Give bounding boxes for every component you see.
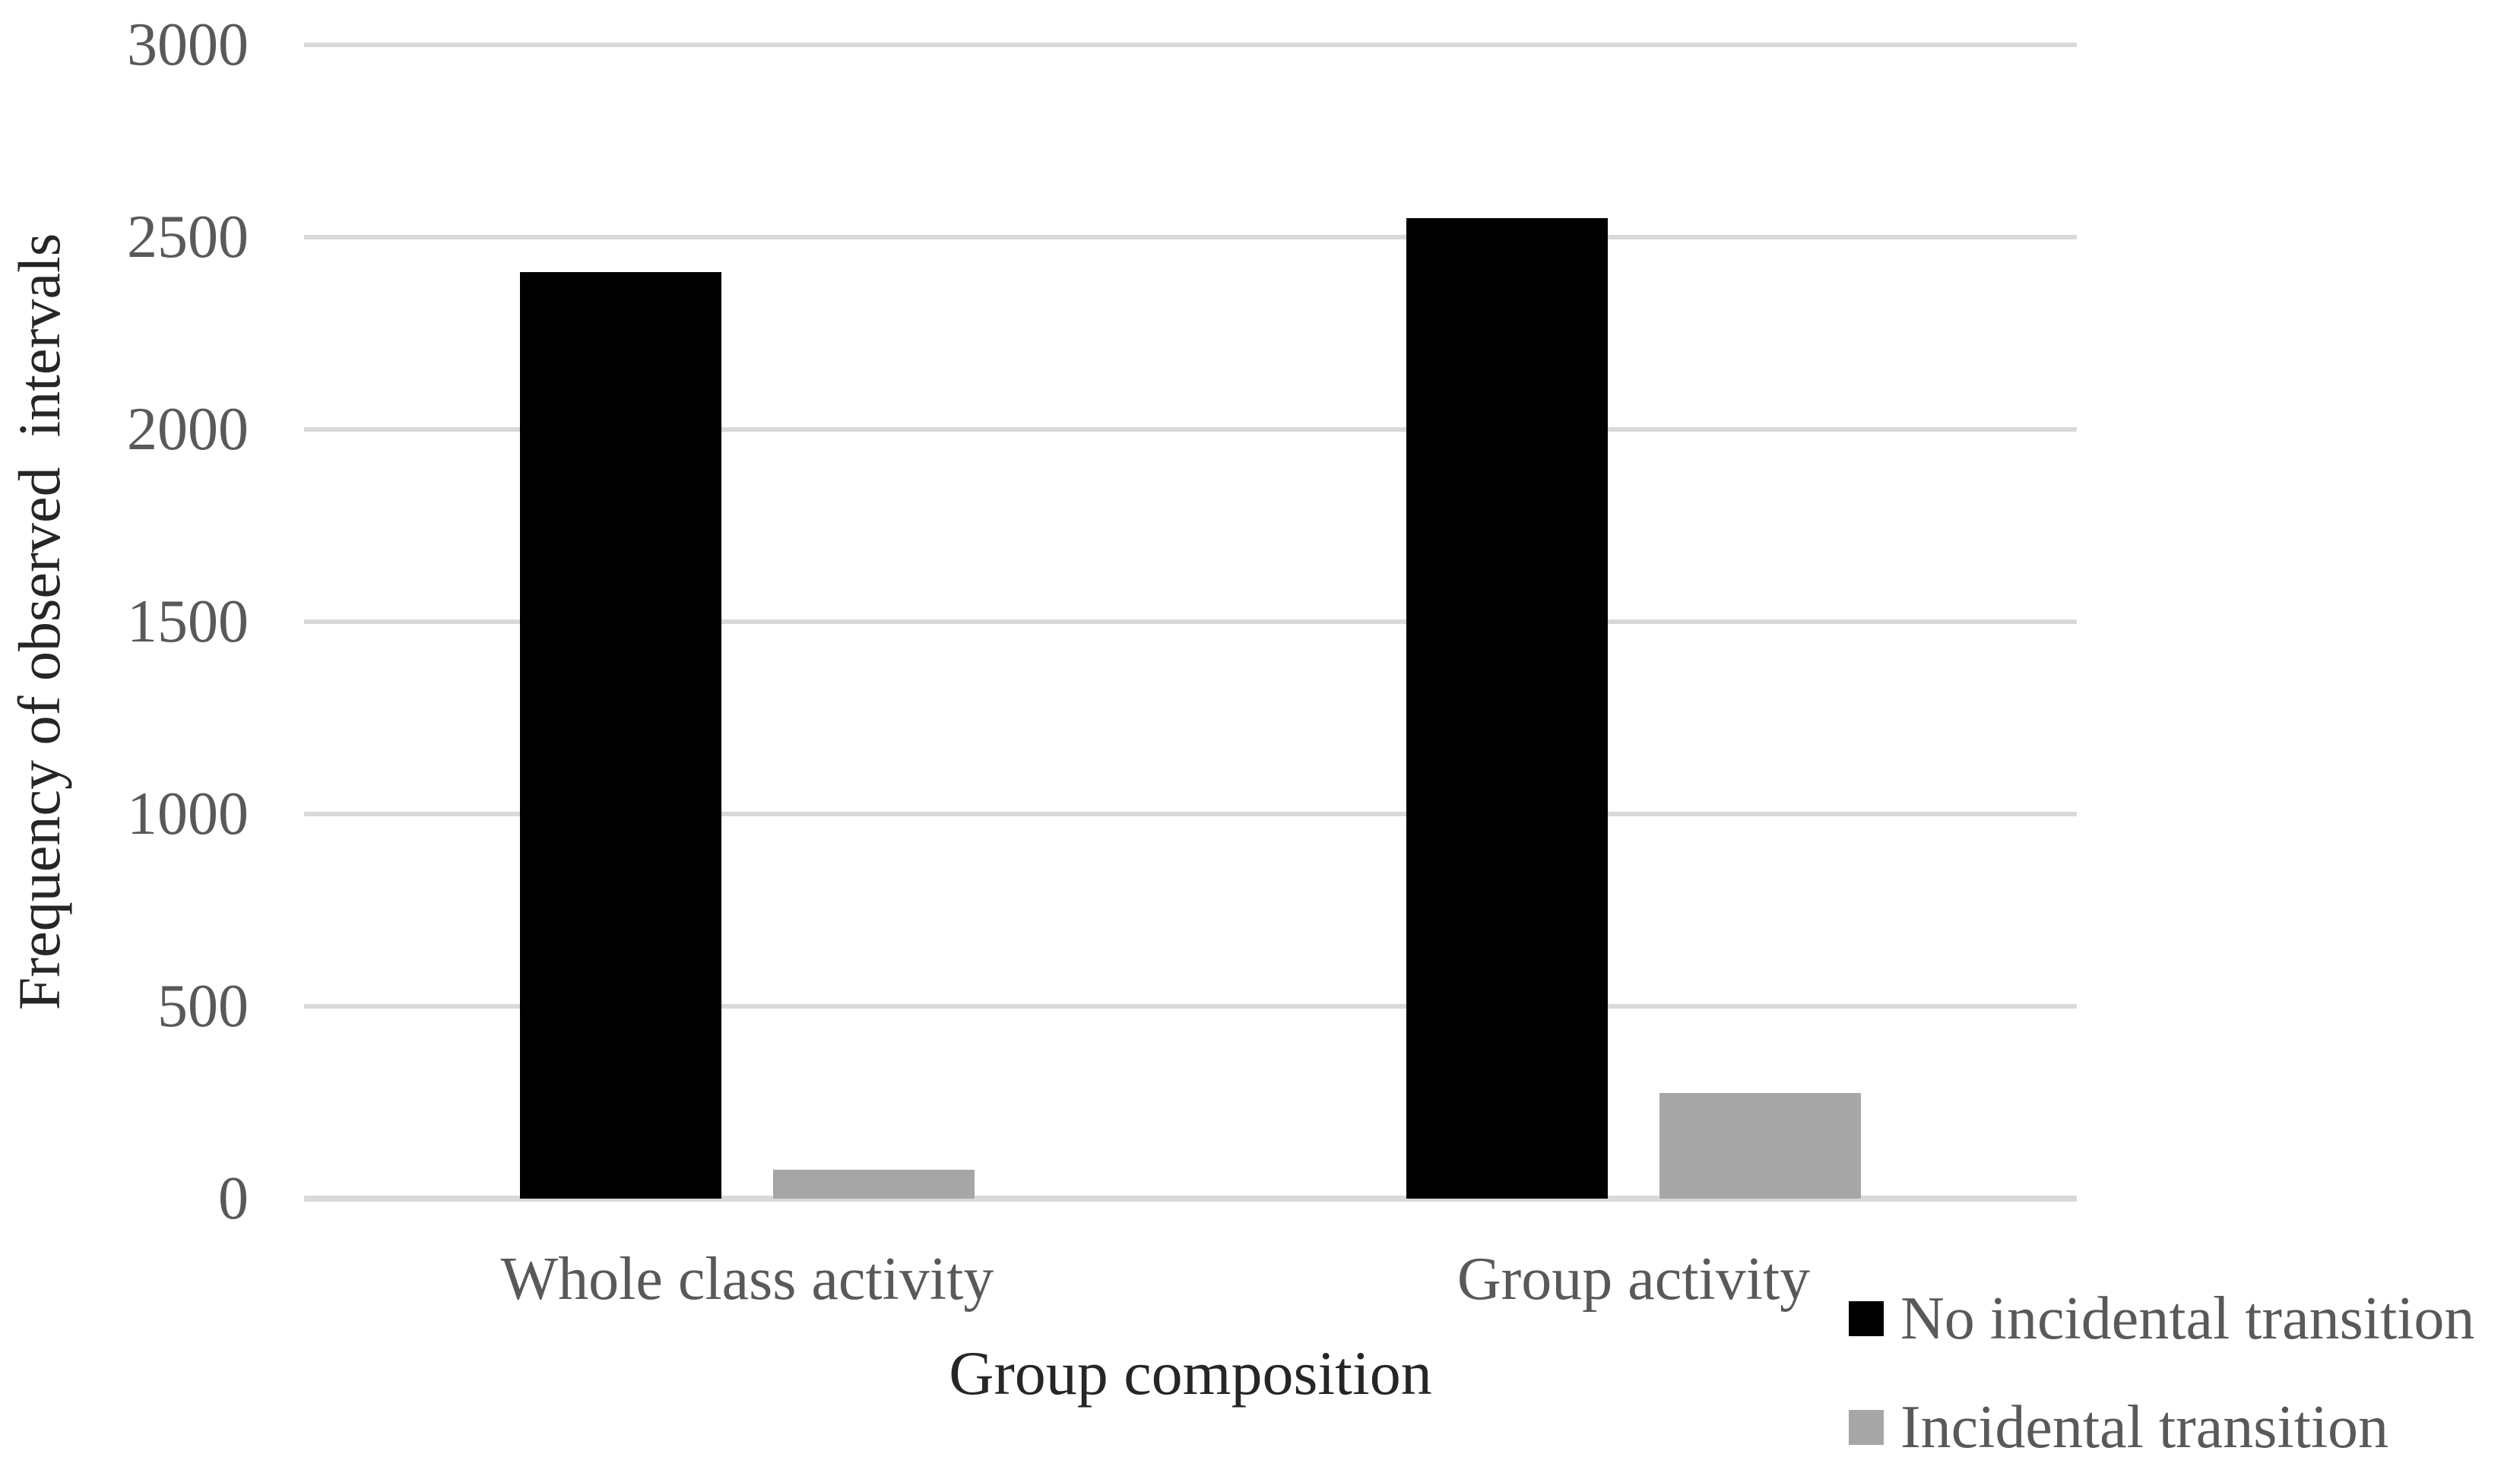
bar [1659, 1093, 1861, 1199]
y-axis-tick-label: 500 [157, 973, 249, 1040]
gridline [304, 235, 2077, 239]
legend-swatch [1849, 1301, 1884, 1336]
x-axis-category-label: Group activity [1457, 1246, 1811, 1313]
y-axis-tick-label: 2500 [127, 204, 249, 271]
x-axis-category-label: Whole class activity [500, 1246, 994, 1313]
y-axis-tick-label: 1500 [127, 588, 249, 655]
gridline [304, 619, 2077, 624]
bar [520, 272, 721, 1199]
y-axis-tick-label: 1000 [127, 781, 249, 847]
x-axis-baseline [304, 1196, 2077, 1202]
bar [1406, 218, 1608, 1199]
gridline [304, 812, 2077, 816]
y-axis-tick-label: 0 [218, 1165, 249, 1232]
y-axis-tick-label: 2000 [127, 396, 249, 463]
gridline [304, 427, 2077, 432]
legend-item: Incidental transition [1849, 1386, 2520, 1469]
gridline [304, 1004, 2077, 1009]
y-axis-tick-label: 3000 [127, 11, 249, 78]
x-axis-title: Group composition [949, 1338, 1432, 1408]
legend-label: Incidental transition [1900, 1394, 2389, 1461]
gridline [304, 43, 2077, 47]
legend-swatch [1849, 1410, 1884, 1445]
legend-label: No incidental transition [1900, 1285, 2475, 1352]
legend-item: No incidental transition [1849, 1277, 2520, 1361]
bar [773, 1170, 975, 1199]
